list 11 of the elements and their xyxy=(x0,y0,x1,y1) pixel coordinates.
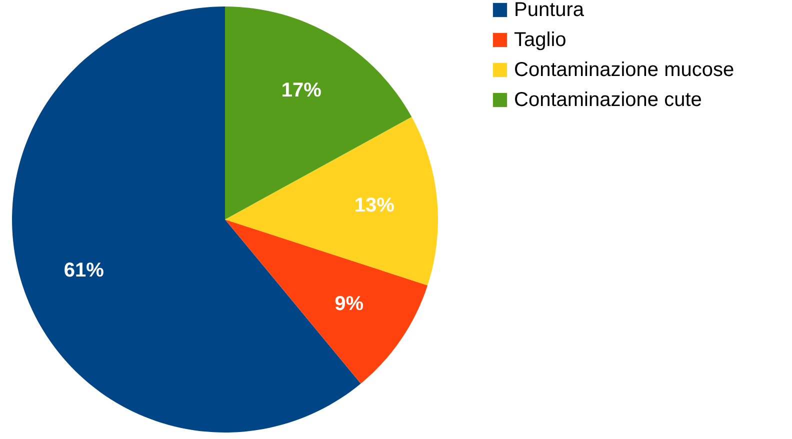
data-label: 61% xyxy=(64,259,104,282)
data-label: 17% xyxy=(281,79,322,102)
data-label: 9% xyxy=(334,292,364,315)
legend-label: Puntura xyxy=(514,0,585,21)
legend-label: Taglio xyxy=(514,29,566,51)
pie-slice xyxy=(225,220,428,384)
data-label: 13% xyxy=(354,194,395,216)
legend-label: Contaminazione cute xyxy=(514,89,702,111)
pie-slice xyxy=(225,116,438,286)
pie-slice xyxy=(225,6,412,220)
legend-label: Contaminazione mucose xyxy=(514,59,734,81)
